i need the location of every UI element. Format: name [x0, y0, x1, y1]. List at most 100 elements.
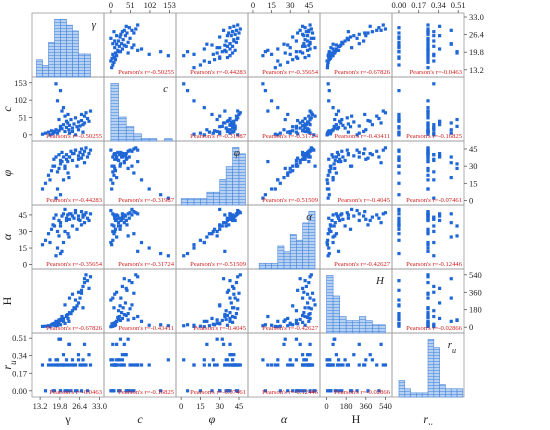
pearson-label-ru-H: Pearson's r=-0.02866: [334, 389, 391, 396]
point-c-vs-gamma-34: [49, 129, 54, 133]
cell-frame-H-gamma: [31, 268, 105, 334]
point-ru-vs-gamma-15: [69, 389, 73, 393]
point-H-vs-c-46: [112, 306, 116, 310]
point-alpha-vs-ru-41: [397, 232, 401, 236]
x-axis-label-gamma: γ: [64, 412, 71, 425]
point-ru-vs-alpha-31: [278, 389, 282, 393]
point-gamma-vs-alpha-35: [296, 56, 300, 60]
point-ru-vs-c-45: [115, 358, 119, 362]
point-ru-vs-gamma-36: [40, 363, 45, 367]
point-alpha-vs-c-23: [125, 223, 129, 227]
point-H-vs-alpha-14: [302, 311, 306, 315]
pearson-label-H-phi: Pearson's r=-0.4045: [193, 325, 246, 332]
point-alpha-vs-c-48: [136, 249, 140, 253]
point-phi-vs-ru-24: [432, 153, 436, 157]
point-alpha-vs-c-9: [113, 229, 117, 234]
point-alpha-vs-H-39: [326, 254, 330, 258]
point-gamma-vs-phi-40: [202, 47, 206, 51]
point-c-vs-gamma-38: [58, 89, 63, 93]
point-ru-vs-H-12: [339, 363, 343, 367]
point-H-vs-phi-12: [223, 312, 227, 317]
point-phi-vs-c-33: [109, 178, 113, 182]
point-alpha-vs-phi-5: [224, 221, 228, 225]
point-gamma-vs-H-11: [336, 44, 341, 48]
pearson-label-phi-alpha: Pearson's r=-0.51509: [262, 197, 319, 204]
top-tick-label-alpha-0: 0: [251, 0, 255, 10]
point-c-vs-ru-42: [449, 131, 453, 135]
point-H-vs-c-37: [147, 323, 151, 327]
point-c-vs-ru-37: [426, 99, 430, 103]
point-gamma-vs-alpha-16: [294, 39, 299, 43]
point-gamma-vs-H-8: [334, 47, 338, 51]
bottom-tick-label-H-0: 0: [324, 401, 328, 411]
point-gamma-vs-alpha-36: [273, 66, 277, 70]
point-alpha-vs-gamma-49: [57, 234, 61, 238]
point-gamma-vs-c-7: [116, 48, 120, 52]
point-alpha-vs-gamma-6: [58, 224, 63, 228]
point-c-vs-phi-6: [220, 124, 224, 128]
point-ru-vs-gamma-45: [76, 358, 81, 362]
point-H-vs-c-39: [166, 324, 170, 328]
point-gamma-vs-phi-48: [223, 48, 227, 52]
point-alpha-vs-phi-44: [236, 208, 240, 213]
point-ru-vs-alpha-47: [313, 389, 317, 393]
point-H-vs-gamma-26: [82, 277, 87, 281]
point-c-vs-H-28: [377, 116, 381, 121]
hist-bar-ru-0: [398, 380, 406, 398]
point-ru-vs-H-16: [343, 358, 347, 362]
point-H-vs-gamma-11: [64, 314, 69, 319]
point-phi-vs-ru-42: [449, 155, 453, 159]
point-H-vs-c-23: [125, 288, 129, 292]
point-gamma-vs-alpha-20: [305, 34, 310, 38]
point-gamma-vs-alpha-10: [301, 44, 305, 48]
point-H-vs-alpha-39: [261, 324, 265, 328]
point-c-vs-H-23: [366, 118, 370, 123]
point-c-vs-ru-13: [449, 128, 453, 132]
point-gamma-vs-phi-27: [238, 27, 242, 31]
point-c-vs-phi-35: [218, 132, 222, 136]
point-phi-vs-H-21: [357, 150, 361, 155]
point-ru-vs-gamma-12: [66, 363, 70, 367]
point-gamma-vs-ru-48: [426, 48, 430, 52]
point-alpha-vs-ru-45: [432, 217, 436, 221]
left-tick-label-c-51: 51: [19, 113, 28, 123]
point-c-vs-gamma-27: [84, 111, 88, 115]
point-c-vs-gamma-14: [67, 123, 72, 127]
hist-bar-ru-7: [439, 384, 446, 398]
point-c-vs-alpha-28: [303, 116, 307, 121]
point-gamma-vs-c-49: [126, 51, 130, 55]
point-gamma-vs-ru-14: [426, 42, 430, 46]
hist-bar-phi-6: [219, 179, 227, 206]
point-c-vs-ru-29: [438, 119, 442, 123]
point-ru-vs-alpha-33: [276, 358, 280, 362]
point-gamma-vs-c-39: [166, 54, 170, 58]
point-ru-vs-gamma-47: [63, 389, 67, 393]
point-gamma-vs-H-41: [334, 43, 338, 47]
point-H-vs-ru-20: [438, 301, 442, 305]
point-gamma-vs-ru-44: [397, 36, 401, 40]
point-phi-vs-c-48: [136, 159, 140, 164]
point-c-vs-alpha-8: [308, 123, 312, 127]
point-alpha-vs-H-33: [325, 240, 329, 245]
point-H-vs-gamma-40: [61, 319, 66, 323]
point-alpha-vs-H-35: [328, 223, 332, 227]
hist-bar-c-4: [141, 138, 150, 142]
point-alpha-vs-ru-32: [426, 232, 430, 236]
point-alpha-vs-ru-24: [432, 215, 436, 219]
point-ru-vs-c-28: [127, 389, 131, 393]
point-ru-vs-H-47: [350, 389, 354, 393]
hist-bar-gamma-1: [42, 65, 49, 78]
point-alpha-vs-c-40: [139, 240, 144, 245]
point-phi-vs-H-10: [338, 157, 342, 161]
point-c-vs-ru-39: [432, 82, 436, 86]
pearson-label-gamma-phi: Pearson's r=-0.44283: [190, 69, 247, 76]
point-alpha-vs-H-17: [346, 216, 350, 220]
hist-bar-ru-8: [445, 388, 452, 398]
point-phi-vs-gamma-47: [63, 164, 67, 168]
point-H-vs-c-28: [127, 279, 131, 283]
point-H-vs-gamma-45: [76, 290, 81, 294]
point-c-vs-gamma-43: [70, 129, 75, 134]
point-H-vs-phi-11: [230, 314, 235, 319]
point-gamma-vs-alpha-31: [278, 63, 282, 67]
point-c-vs-alpha-48: [266, 109, 270, 113]
